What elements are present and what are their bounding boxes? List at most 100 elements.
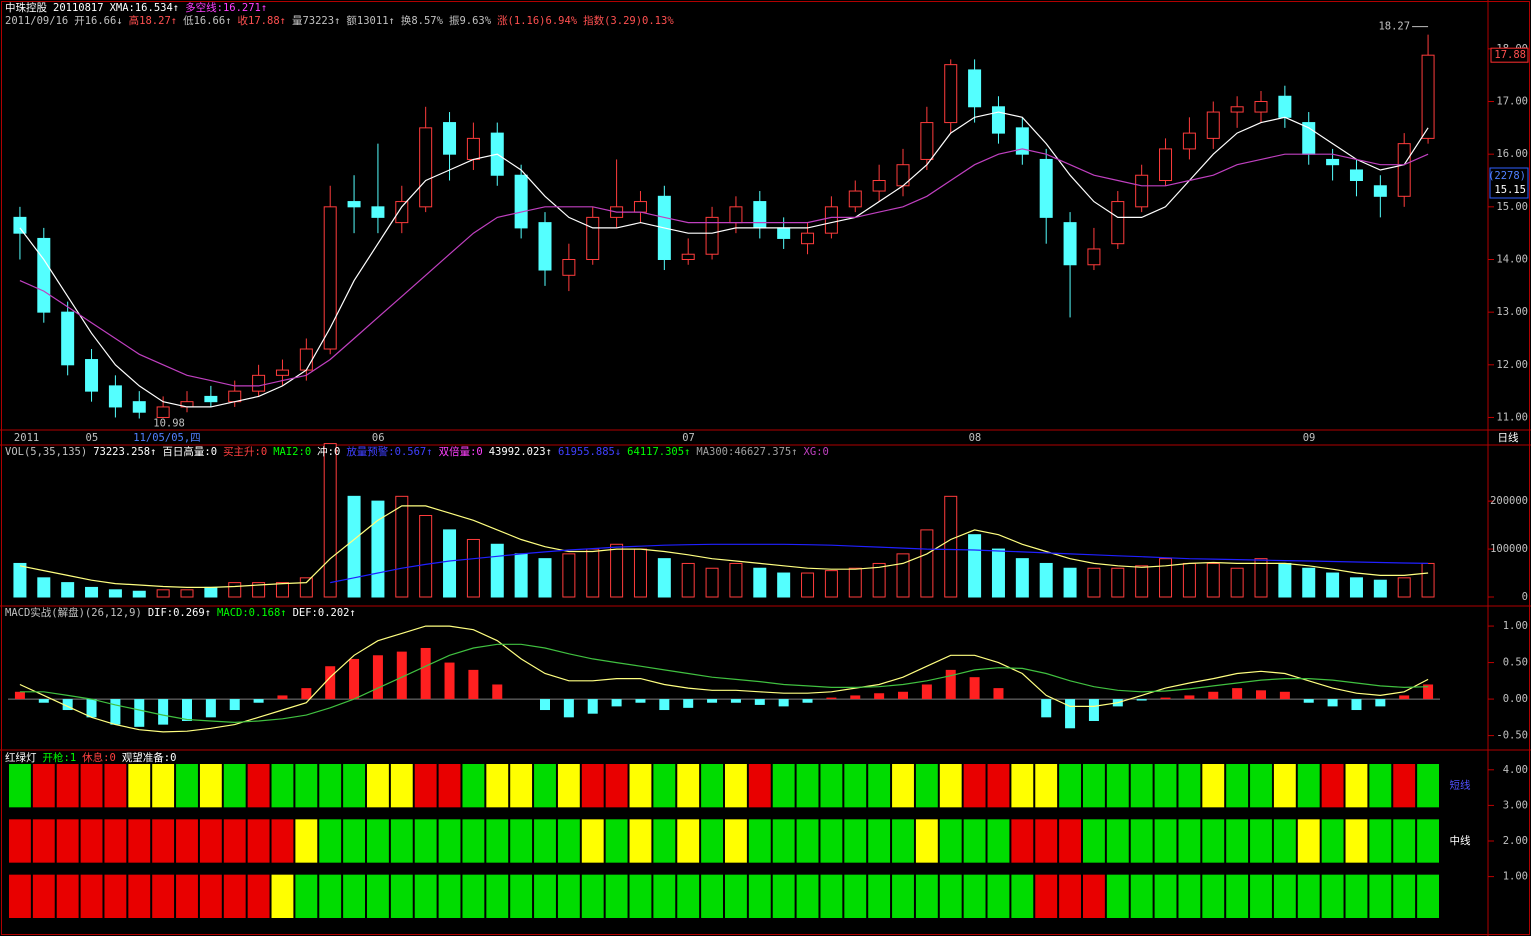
header-text: 20110817 (53, 2, 104, 14)
light-cell (1297, 819, 1320, 863)
light-cell (534, 819, 556, 863)
volume-bar (1373, 579, 1387, 598)
header-text: 低16.66↑ (183, 14, 231, 27)
light-cell (80, 764, 103, 808)
macd-bar (444, 662, 455, 700)
last-price-label: 17.88 (1494, 49, 1526, 61)
light-cell (1321, 819, 1344, 863)
volume-bar (944, 495, 958, 598)
header-text: 收17.88↑ (238, 14, 286, 27)
header-text: MA300:46627.375↑ (696, 446, 797, 458)
candle-body (1254, 101, 1268, 113)
volume-bar (1326, 572, 1340, 598)
volume-bar (1111, 567, 1125, 598)
candle-body (1397, 143, 1411, 197)
candle-body (538, 222, 552, 271)
volume-bar (1421, 562, 1435, 598)
macd-bar (778, 699, 789, 707)
light-cell (820, 819, 843, 863)
candle-body (323, 206, 337, 350)
light-cell (1035, 819, 1058, 863)
cursor-label: (2278) (1488, 170, 1526, 182)
candle-body (204, 395, 218, 403)
light-cell (462, 764, 485, 808)
volume-bar (657, 558, 671, 598)
light-cell (1417, 874, 1439, 918)
macd-bar (1160, 697, 1171, 700)
macd-bar (826, 697, 837, 700)
light-cell (438, 874, 461, 918)
light-cell (892, 819, 914, 863)
candle-body (1063, 222, 1077, 266)
light-cell (1321, 874, 1344, 918)
x-tick-label: 07 (682, 432, 695, 444)
macd-bar (492, 684, 503, 700)
header-text: 开枪:1 (43, 751, 77, 764)
candle-body (1039, 158, 1053, 218)
light-cell (629, 764, 652, 808)
volume-bar (371, 500, 385, 598)
light-cell (892, 874, 914, 918)
volume-bar (1254, 558, 1268, 598)
light-cell (152, 764, 175, 808)
volume-bar (610, 543, 624, 598)
candle-body (419, 127, 433, 208)
macd-bar (229, 699, 240, 711)
header-text: DEF:0.202↑ (293, 607, 356, 619)
volume-bar (562, 553, 576, 598)
macd-bar (468, 669, 479, 700)
light-cell (223, 819, 246, 863)
macd-bar (921, 684, 932, 700)
candle-body (1230, 106, 1244, 113)
light-cell (1178, 874, 1201, 918)
candle-body (1111, 201, 1125, 245)
macd-bar (611, 699, 622, 707)
light-cell (104, 764, 127, 808)
volume-bar (1159, 558, 1173, 598)
light-cell (319, 764, 342, 808)
light-cell (1393, 874, 1416, 918)
light-cell (581, 764, 604, 808)
light-cell (677, 764, 700, 808)
light-cell (56, 764, 79, 808)
header-text: 双倍量:0 (439, 445, 483, 458)
volume-bar (1135, 565, 1149, 598)
macd-bar (754, 699, 765, 705)
last-price-box (1490, 47, 1529, 63)
light-cell (653, 819, 676, 863)
light-cell (677, 819, 700, 863)
volume-bar (1397, 577, 1411, 598)
light-cell (1011, 764, 1034, 808)
header-text: 64117.305↑ (627, 446, 690, 458)
macd-bar (945, 669, 956, 700)
y-tick-label: 17.00 (1496, 96, 1528, 108)
volume-bar (705, 567, 719, 598)
light-cell (343, 819, 365, 863)
candle-body (1421, 54, 1435, 139)
light-cell (80, 819, 103, 863)
light-cell (1369, 874, 1392, 918)
light-cell (796, 764, 819, 808)
light-cell (438, 764, 461, 808)
cursor-label: 15.15 (1494, 184, 1526, 196)
candle-body (132, 401, 146, 413)
period-label[interactable]: 日线 (1498, 431, 1520, 444)
macd-bar (1399, 695, 1410, 700)
candle-body (729, 206, 743, 224)
volume-bar (1278, 562, 1292, 598)
light-cell (1130, 874, 1153, 918)
light-cell (343, 874, 365, 918)
light-cell (915, 819, 938, 863)
candle-body (228, 390, 242, 403)
light-cell (414, 764, 437, 808)
light-cell (462, 874, 485, 918)
header-text: MACD:0.168↑ (217, 607, 287, 619)
light-cell (223, 874, 246, 918)
candle-body (156, 406, 170, 418)
macd-bar (349, 658, 360, 700)
y-tick-label: 200000 (1490, 495, 1528, 507)
volume-bar (968, 534, 982, 598)
x-tick-label: 06 (372, 432, 385, 444)
volume-bar (848, 567, 862, 598)
